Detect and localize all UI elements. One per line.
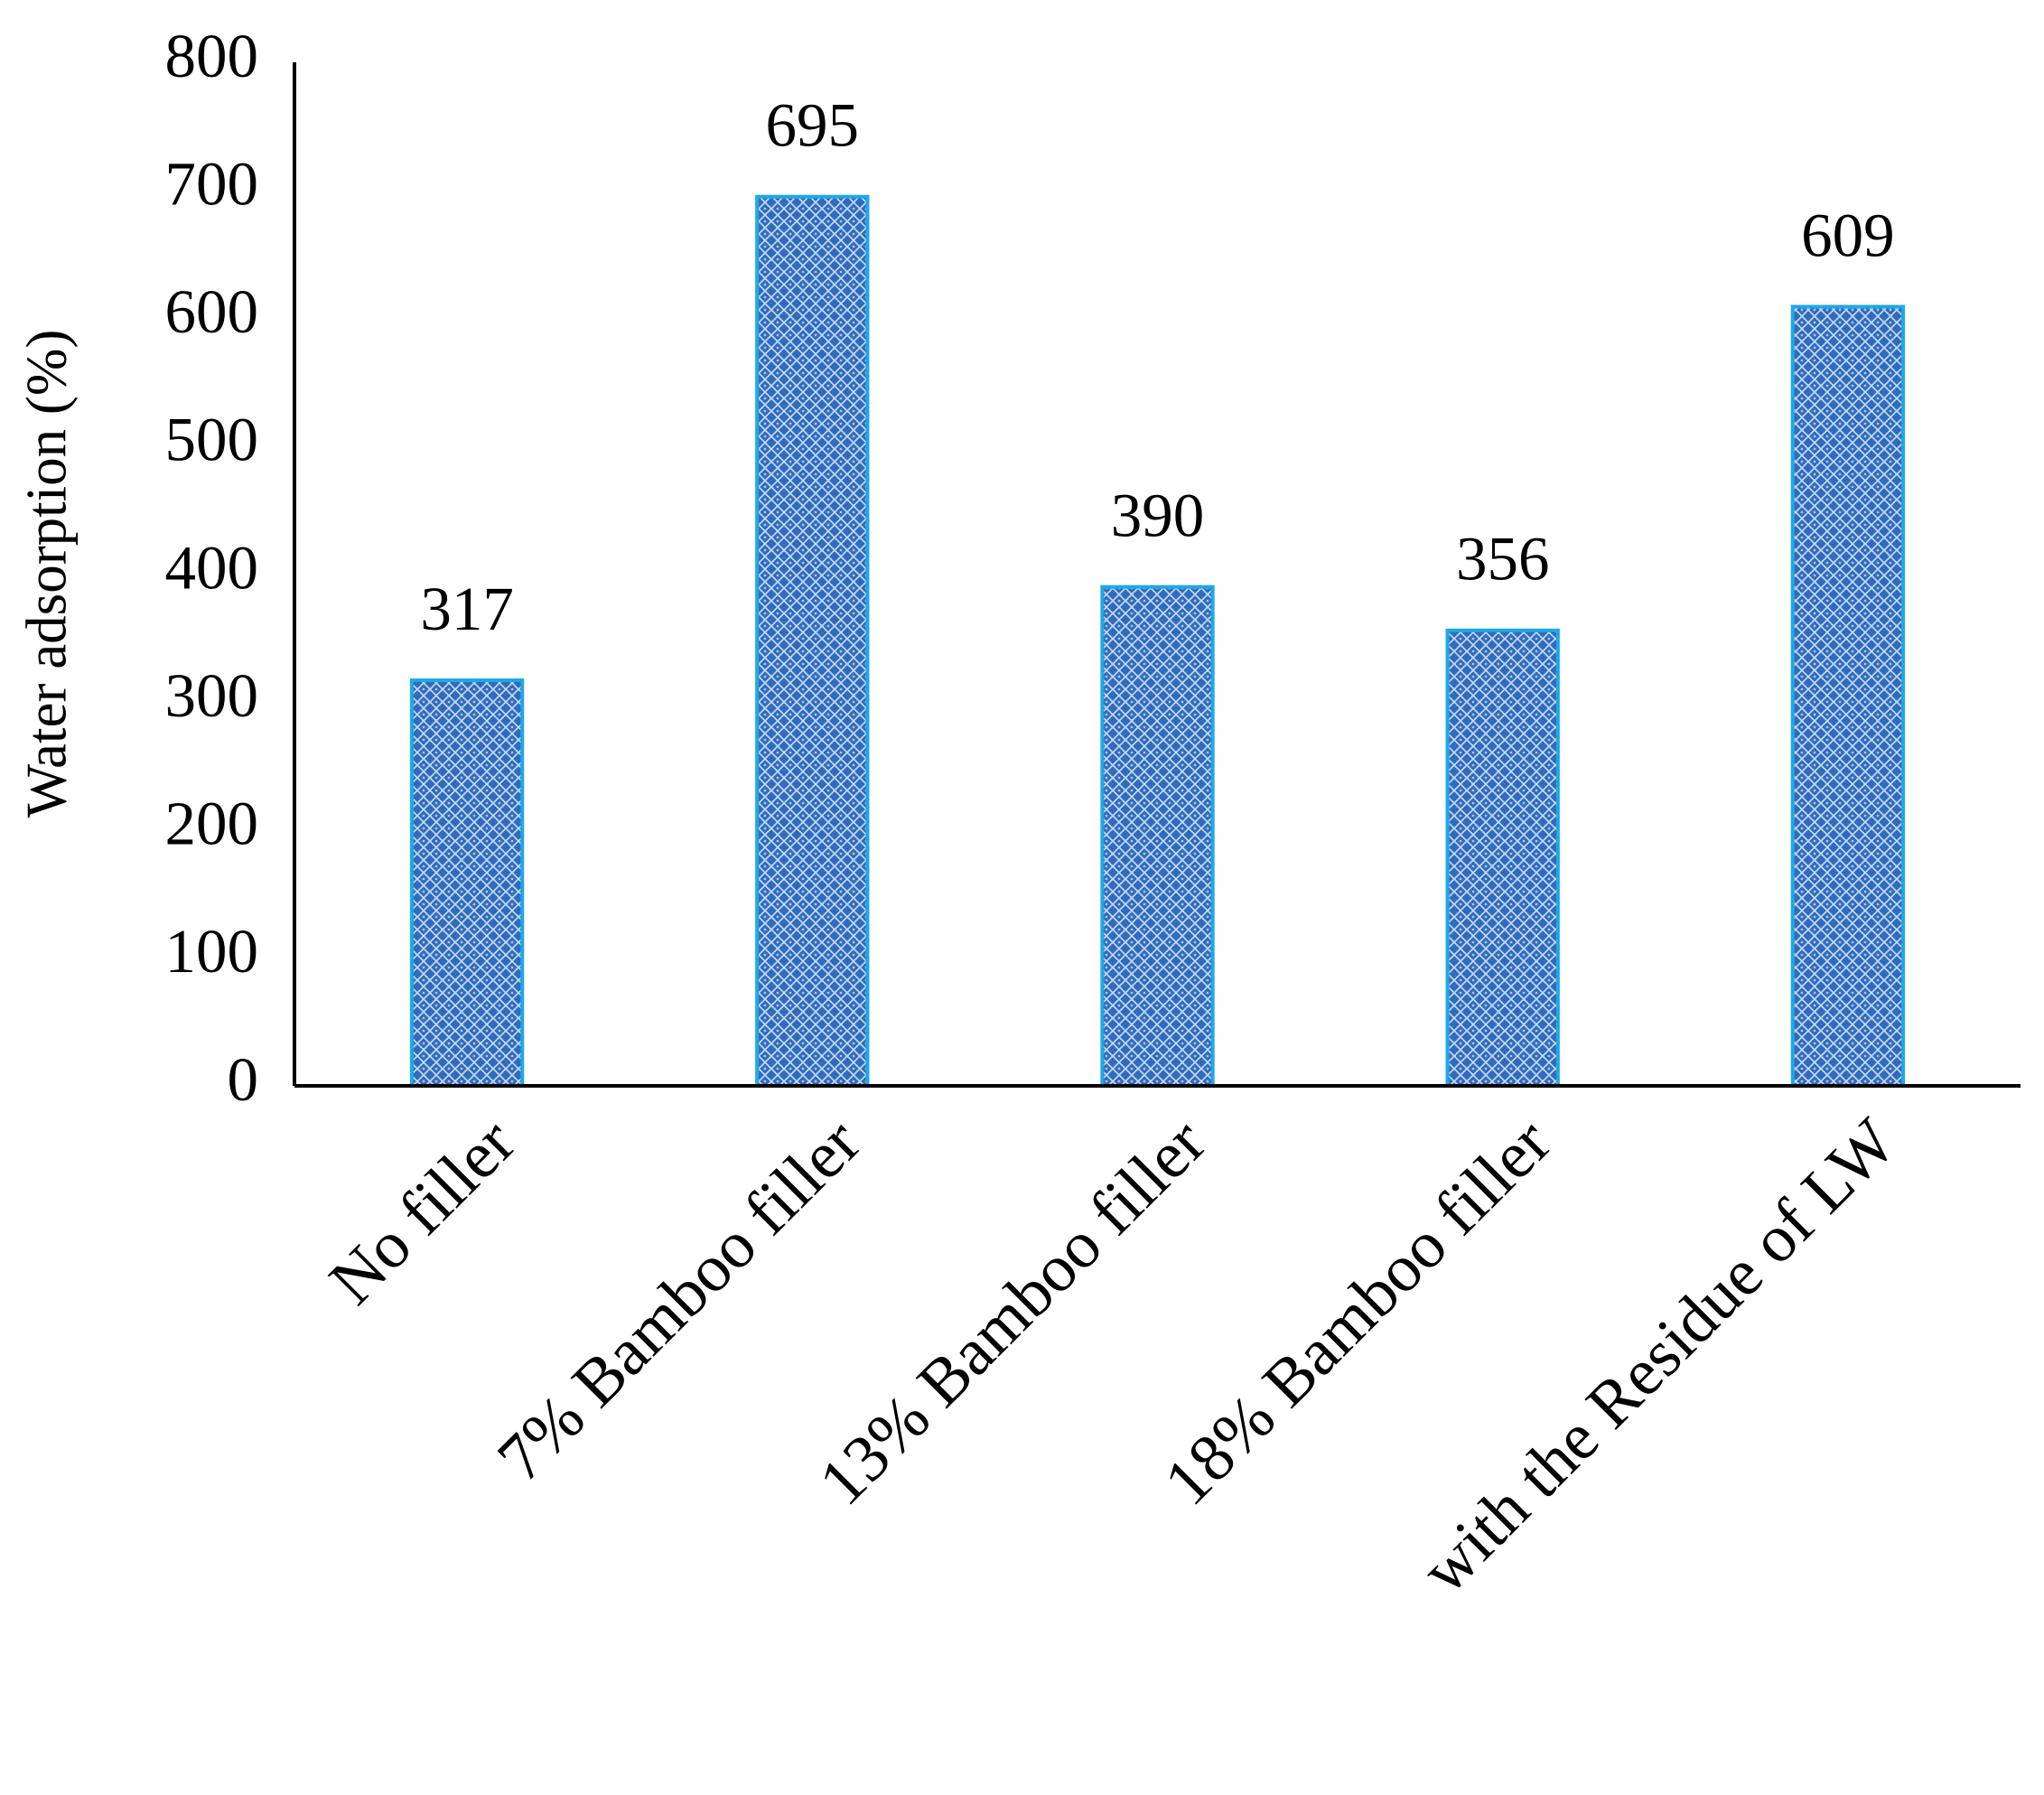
y-tick-label: 500: [165, 406, 259, 474]
x-tick-label: 18% Bamboo filler: [1151, 1105, 1565, 1519]
x-tick-label: 7% Bamboo filler: [483, 1105, 874, 1496]
bar: [1100, 584, 1215, 1088]
y-tick-label: 100: [165, 917, 259, 986]
bar: [755, 194, 870, 1089]
bar: [1445, 628, 1560, 1088]
y-tick-label: 400: [165, 533, 259, 602]
value-label: 390: [1111, 481, 1205, 549]
value-label: 317: [420, 575, 514, 643]
bar: [1790, 304, 1906, 1089]
y-axis-title: Water adsorption (%): [14, 330, 78, 818]
y-tick-label: 800: [165, 22, 259, 90]
value-label: 695: [766, 91, 860, 160]
y-tick-label: 700: [165, 149, 259, 218]
bar: [409, 678, 525, 1089]
y-tick-label: 600: [165, 277, 259, 346]
y-tick-label: 0: [228, 1045, 259, 1114]
x-tick-label: 13% Bamboo filler: [805, 1105, 1219, 1519]
value-label: 356: [1456, 525, 1550, 594]
value-label: 609: [1801, 201, 1895, 269]
y-tick-label: 300: [165, 661, 259, 730]
x-tick-label: No filler: [315, 1105, 529, 1319]
y-tick-label: 200: [165, 790, 259, 858]
